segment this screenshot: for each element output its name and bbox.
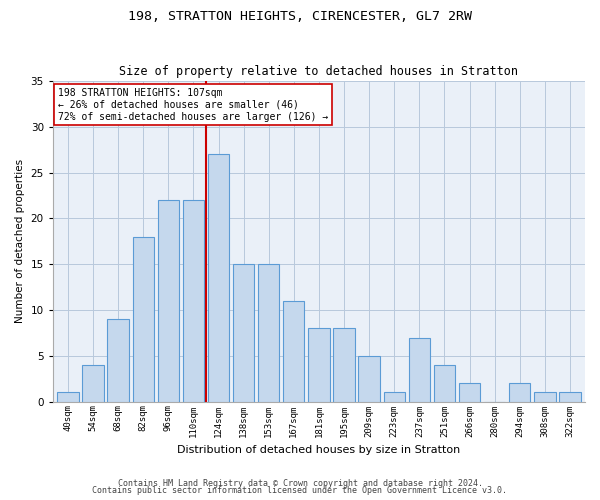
Bar [208, 154, 229, 402]
Y-axis label: Number of detached properties: Number of detached properties [15, 160, 25, 324]
Bar [534, 392, 556, 402]
Bar [409, 338, 430, 402]
Bar [283, 301, 304, 402]
Bar [509, 384, 530, 402]
Bar [133, 237, 154, 402]
Text: Contains public sector information licensed under the Open Government Licence v3: Contains public sector information licen… [92, 486, 508, 495]
Bar [107, 319, 129, 402]
Bar [233, 264, 254, 402]
Bar [308, 328, 329, 402]
Bar [258, 264, 280, 402]
Title: Size of property relative to detached houses in Stratton: Size of property relative to detached ho… [119, 66, 518, 78]
Bar [183, 200, 204, 402]
Text: 198 STRATTON HEIGHTS: 107sqm
← 26% of detached houses are smaller (46)
72% of se: 198 STRATTON HEIGHTS: 107sqm ← 26% of de… [58, 88, 328, 122]
Bar [334, 328, 355, 402]
Bar [82, 365, 104, 402]
Bar [459, 384, 480, 402]
Text: 198, STRATTON HEIGHTS, CIRENCESTER, GL7 2RW: 198, STRATTON HEIGHTS, CIRENCESTER, GL7 … [128, 10, 472, 23]
Bar [57, 392, 79, 402]
Bar [358, 356, 380, 402]
X-axis label: Distribution of detached houses by size in Stratton: Distribution of detached houses by size … [177, 445, 461, 455]
Bar [383, 392, 405, 402]
Bar [434, 365, 455, 402]
Bar [158, 200, 179, 402]
Bar [559, 392, 581, 402]
Text: Contains HM Land Registry data © Crown copyright and database right 2024.: Contains HM Land Registry data © Crown c… [118, 478, 482, 488]
